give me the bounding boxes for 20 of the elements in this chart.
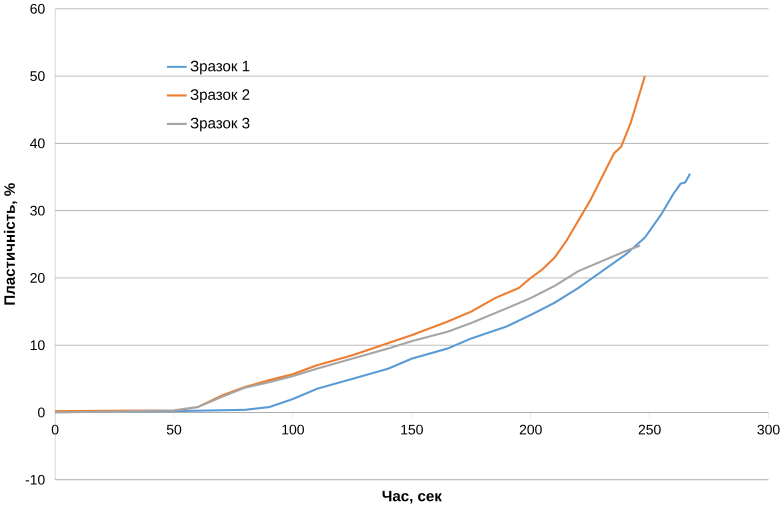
legend-label: Зразок 3 [190, 118, 250, 132]
x-tick-label: 0 [52, 424, 58, 434]
x-tick-label: 150 [401, 424, 423, 434]
y-tick-label: -10 [26, 474, 45, 484]
legend-label: Зразок 1 [190, 60, 250, 74]
y-axis-title: Пластичність, % [4, 183, 18, 304]
x-tick-label: 50 [166, 424, 182, 434]
x-tick-label: 200 [520, 424, 542, 434]
y-tick-label: 0 [38, 407, 45, 418]
y-tick-label: 10 [30, 340, 45, 350]
x-tick-label: 100 [282, 424, 304, 434]
y-tick-label: 60 [30, 4, 45, 14]
legend-label: Зразок 2 [190, 89, 250, 103]
x-axis-title: Час, сек [382, 490, 442, 504]
y-tick-label: 50 [30, 70, 45, 81]
y-tick-label: 30 [30, 206, 45, 216]
y-tick-label: 40 [30, 138, 45, 148]
y-tick-label: 20 [30, 272, 45, 283]
x-tick-label: 300 [757, 424, 780, 434]
x-tick-label: 250 [638, 424, 661, 434]
